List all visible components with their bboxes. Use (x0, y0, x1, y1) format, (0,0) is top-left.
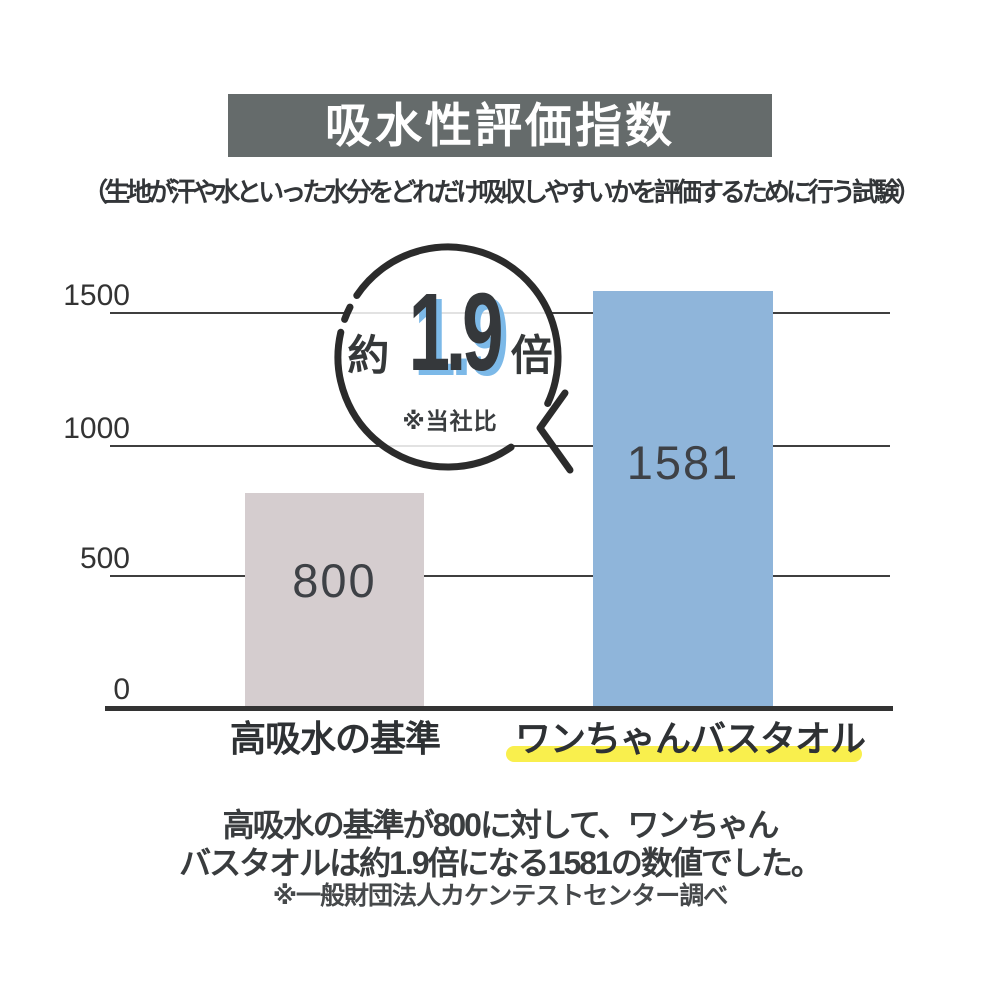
y-tick-1000: 1000 (63, 412, 130, 445)
bar-towel (593, 291, 773, 706)
page-subtitle: （生地が汗や水といった水分をどれだけ吸収しやすいかを評価するために行う試験） (82, 177, 922, 207)
x-label-standard: 高吸水の基準 (229, 718, 441, 759)
ratio-note: ※当社比 (402, 408, 498, 434)
ratio-multiplier: 1.9 (408, 271, 504, 394)
y-tick-1500: 1500 (63, 279, 130, 312)
y-tick-0: 0 (113, 673, 130, 706)
gridline-500 (110, 575, 890, 577)
bar-standard (245, 493, 424, 706)
bar-value-standard: 800 (292, 554, 377, 607)
x-axis-line (105, 706, 893, 711)
ratio-suffix: 倍 (510, 332, 553, 379)
yellow-marker-underline (506, 746, 862, 762)
footer-line-1: 高吸水の基準が800に対して、ワンちゃん (222, 807, 780, 843)
ratio-prefix: 約 (347, 332, 390, 379)
bar-value-towel: 1581 (626, 436, 740, 489)
ratio-badge-circle-icon (334, 243, 574, 474)
ratio-text-row: 約 1.9 倍 (325, 278, 575, 388)
y-tick-500: 500 (79, 542, 130, 575)
footer-note: ※一般財団法人カケンテストセンター調べ (272, 882, 729, 910)
ratio-badge: 約 1.9 倍 ※当社比 (325, 232, 580, 484)
page-title-box: 吸水性評価指数 (228, 94, 772, 157)
page-title: 吸水性評価指数 (325, 99, 675, 152)
x-label-towel: ワンちゃんバスタオル (514, 718, 866, 759)
footer-line-2: バスタオルは約1.9倍になる1581の数値でした。 (179, 845, 823, 881)
